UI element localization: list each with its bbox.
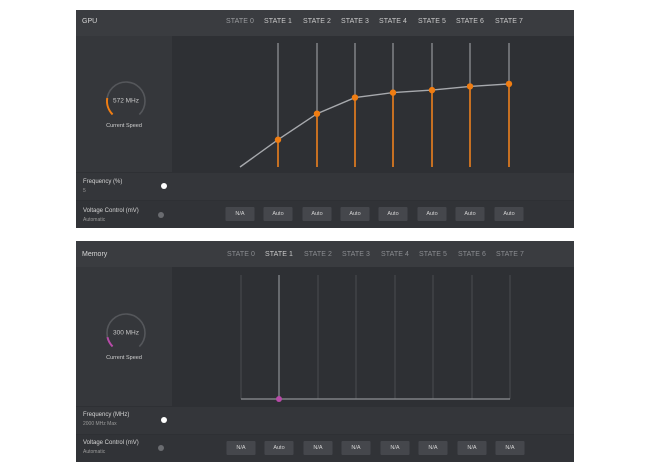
gpu-frequency-row: Frequency (%) 5: [76, 173, 574, 200]
memory-voltage-row: Voltage Control (mV) Automatic N/A Auto …: [76, 435, 574, 462]
gpu-voltage-label: Voltage Control (mV): [83, 208, 139, 214]
gpu-voltage-state-7[interactable]: Auto: [495, 207, 524, 221]
gpu-frequency-value: 5: [83, 188, 86, 194]
gpu-voltage-state-4[interactable]: Auto: [379, 207, 408, 221]
gpu-voltage-state-0[interactable]: N/A: [226, 207, 255, 221]
gpu-state-5-point: [429, 87, 435, 93]
gpu-voltage-state-5[interactable]: Auto: [418, 207, 447, 221]
gpu-voltage-state-3[interactable]: Auto: [341, 207, 370, 221]
gpu-curve-line: [240, 84, 509, 167]
gpu-state-2-point: [314, 110, 320, 116]
memory-voltage-label: Voltage Control (mV): [83, 440, 139, 446]
gpu-state-1-point: [275, 137, 281, 143]
gpu-state-4-point: [390, 89, 396, 95]
gpu-voltage-state-6[interactable]: Auto: [456, 207, 485, 221]
memory-voltage-toggle[interactable]: [158, 445, 164, 451]
memory-voltage-state-5[interactable]: N/A: [419, 441, 448, 455]
gpu-state-6-point: [467, 83, 473, 89]
memory-voltage-state-7[interactable]: N/A: [496, 441, 525, 455]
memory-voltage-state-4[interactable]: N/A: [381, 441, 410, 455]
memory-panel: Memory STATE 0 STATE 1 STATE 2 STATE 3 S…: [76, 241, 574, 462]
memory-voltage-state-2[interactable]: N/A: [304, 441, 333, 455]
memory-state-1-point: [276, 396, 282, 402]
memory-frequency-row: Frequency (MHz) 2000 MHz Max: [76, 407, 574, 434]
gpu-voltage-mode: Automatic: [83, 217, 105, 223]
memory-voltage-state-3[interactable]: N/A: [342, 441, 371, 455]
memory-voltage-state-0[interactable]: N/A: [227, 441, 256, 455]
gpu-voltage-toggle[interactable]: [158, 212, 164, 218]
memory-voltage-state-6[interactable]: N/A: [458, 441, 487, 455]
gpu-state-3-point: [352, 94, 358, 100]
memory-frequency-max: 2000 MHz Max: [83, 421, 117, 427]
gpu-panel: GPU STATE 0 STATE 1 STATE 2 STATE 3 STAT…: [76, 10, 574, 228]
gpu-frequency-label: Frequency (%): [83, 179, 122, 185]
gpu-voltage-state-2[interactable]: Auto: [303, 207, 332, 221]
memory-voltage-state-1[interactable]: Auto: [265, 441, 294, 455]
gpu-state-7-point: [506, 81, 512, 87]
gpu-frequency-toggle[interactable]: [161, 183, 167, 189]
gpu-voltage-state-1[interactable]: Auto: [264, 207, 293, 221]
memory-frequency-label: Frequency (MHz): [83, 412, 129, 418]
gpu-voltage-row: Voltage Control (mV) Automatic N/A Auto …: [76, 201, 574, 228]
memory-frequency-toggle[interactable]: [161, 417, 167, 423]
memory-voltage-mode: Automatic: [83, 449, 105, 455]
